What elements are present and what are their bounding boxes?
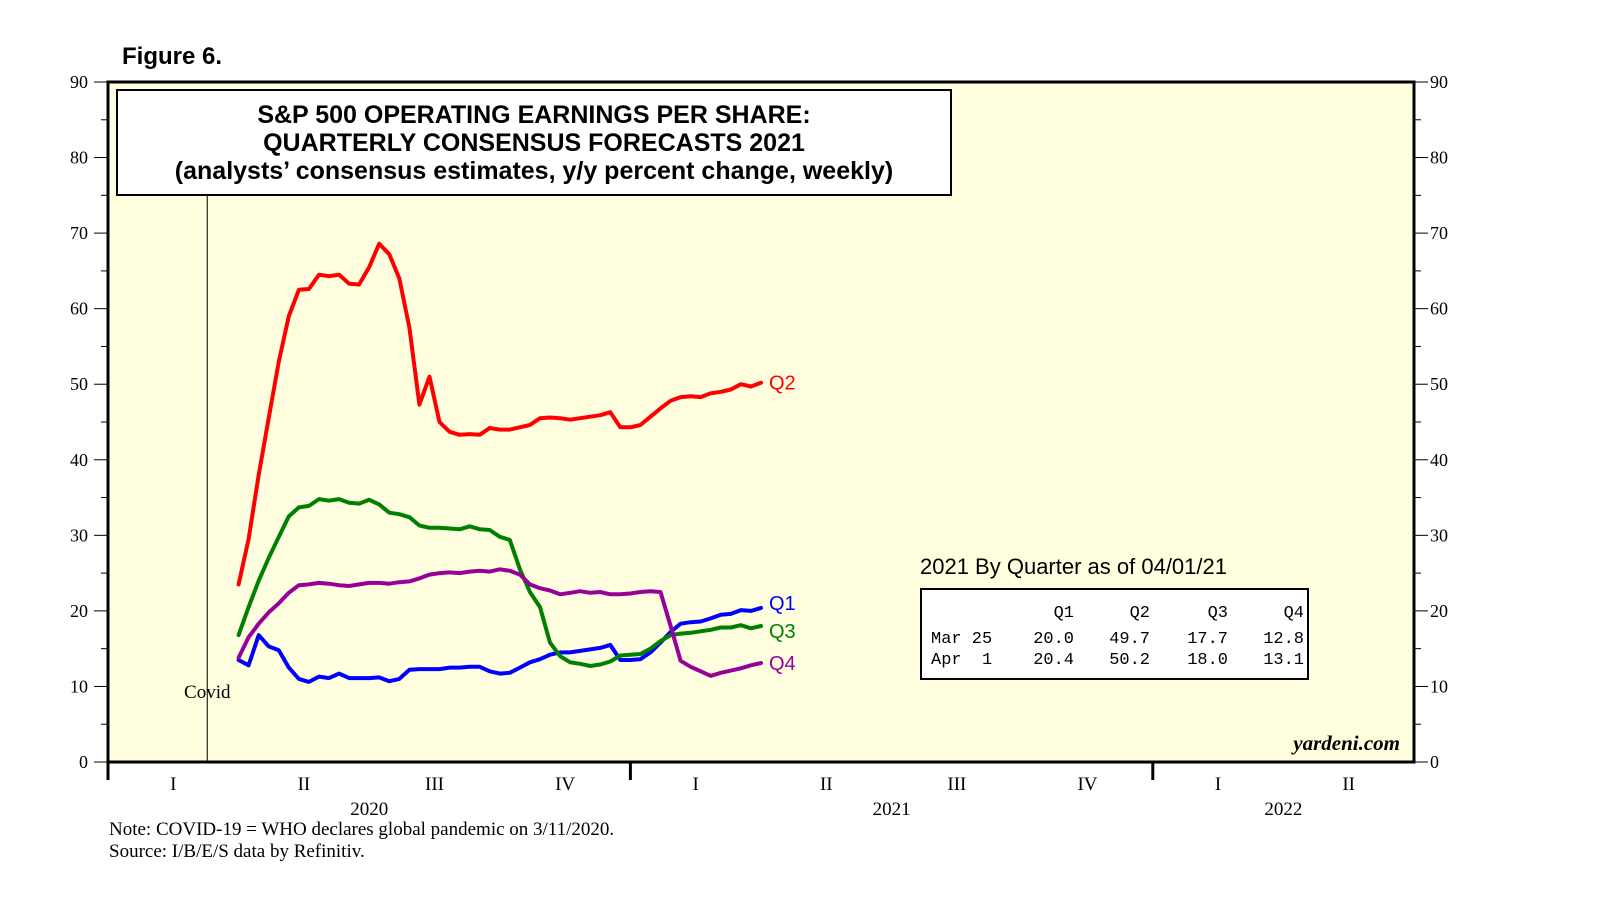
y-tick-label-right: 80 bbox=[1430, 148, 1448, 168]
y-tick-label-right: 60 bbox=[1430, 299, 1448, 319]
series-label-q4: Q4 bbox=[769, 653, 796, 675]
table-cell: 49.7 bbox=[1109, 630, 1150, 649]
y-tick-label-right: 40 bbox=[1430, 450, 1448, 470]
y-tick-label-left: 80 bbox=[70, 148, 88, 168]
x-year-label: 2021 bbox=[873, 799, 911, 820]
x-quarter-label: I bbox=[170, 774, 176, 795]
x-year-label: 2020 bbox=[350, 799, 388, 820]
x-year-label: 2022 bbox=[1264, 799, 1302, 820]
table-cell: 12.8 bbox=[1263, 630, 1304, 649]
series-line-q4 bbox=[236, 567, 763, 678]
table-cell: 17.7 bbox=[1187, 630, 1228, 649]
chart-title-line-1: S&P 500 OPERATING EARNINGS PER SHARE: bbox=[257, 101, 810, 129]
y-tick-label-right: 30 bbox=[1430, 525, 1448, 545]
note-line: Note: COVID-19 = WHO declares global pan… bbox=[109, 819, 614, 840]
y-tick-label-right: 0 bbox=[1430, 752, 1439, 772]
table-row-label: Mar 25 bbox=[931, 630, 992, 649]
table-row-label: Apr 1 bbox=[931, 651, 992, 670]
y-tick-label-left: 90 bbox=[70, 72, 88, 92]
x-quarter-label: IV bbox=[555, 774, 575, 795]
series-line-q1 bbox=[236, 605, 763, 684]
y-axis-right: 0 10 20 30 40 50 60 70 80 90 bbox=[1414, 72, 1448, 772]
x-quarter-label: III bbox=[425, 774, 444, 795]
x-quarter-label: II bbox=[298, 774, 311, 795]
y-tick-label-right: 70 bbox=[1430, 223, 1448, 243]
source-line: Source: I/B/E/S data by Refinitiv. bbox=[109, 841, 365, 862]
series-label-q3: Q3 bbox=[769, 621, 796, 643]
table-header: Q4 bbox=[1284, 604, 1304, 623]
table-cell: 18.0 bbox=[1187, 651, 1228, 670]
y-tick-label-right: 90 bbox=[1430, 72, 1448, 92]
table-header: Q1 bbox=[1054, 604, 1074, 623]
table-cell: 20.0 bbox=[1033, 630, 1074, 649]
x-quarter-label: II bbox=[1342, 774, 1355, 795]
data-table: Q1 Q2 Q3 Q4 Mar 25 20.0 49.7 17.7 12.8 Apr 1 20.4 5… bbox=[931, 604, 1304, 670]
y-tick-label-right: 20 bbox=[1430, 601, 1448, 621]
covid-event-label: Covid bbox=[184, 682, 231, 703]
table-header: Q3 bbox=[1208, 604, 1228, 623]
title-box bbox=[116, 89, 952, 196]
series-group: Q2 Q1 Q3 Q4 bbox=[236, 241, 796, 684]
x-quarter-label: I bbox=[1215, 774, 1221, 795]
series-label-q2: Q2 bbox=[769, 373, 796, 395]
y-tick-label-right: 50 bbox=[1430, 374, 1448, 394]
series-label-q1: Q1 bbox=[769, 593, 796, 615]
chart-title-line-2: QUARTERLY CONSENSUS FORECASTS 2021 bbox=[263, 129, 805, 157]
x-quarter-label: I bbox=[693, 774, 699, 795]
y-tick-label-left: 70 bbox=[70, 223, 88, 243]
x-quarter-label: II bbox=[820, 774, 833, 795]
chart-subtitle: (analysts’ consensus estimates, y/y perc… bbox=[175, 157, 893, 185]
table-title: 2021 By Quarter as of 04/01/21 bbox=[920, 554, 1227, 579]
watermark: yardeni.com bbox=[1290, 731, 1400, 755]
figure-label: Figure 6. bbox=[122, 43, 222, 70]
y-tick-label-left: 40 bbox=[70, 450, 88, 470]
table-cell: 50.2 bbox=[1109, 651, 1150, 670]
y-tick-label-left: 10 bbox=[70, 676, 88, 696]
series-line-q2 bbox=[236, 241, 763, 587]
y-tick-label-left: 30 bbox=[70, 525, 88, 545]
table-cell: 13.1 bbox=[1263, 651, 1304, 670]
table-header: Q2 bbox=[1130, 604, 1150, 623]
data-table-box bbox=[920, 588, 1309, 680]
x-quarter-label: IV bbox=[1077, 774, 1097, 795]
y-tick-label-left: 0 bbox=[79, 752, 88, 772]
table-cell: 20.4 bbox=[1033, 651, 1074, 670]
y-tick-label-right: 10 bbox=[1430, 676, 1448, 696]
y-tick-label-left: 20 bbox=[70, 601, 88, 621]
x-quarter-label: III bbox=[947, 774, 966, 795]
y-tick-label-left: 50 bbox=[70, 374, 88, 394]
y-tick-label-left: 60 bbox=[70, 299, 88, 319]
y-axis-left: 0 10 20 30 40 50 60 70 80 90 bbox=[70, 72, 108, 772]
